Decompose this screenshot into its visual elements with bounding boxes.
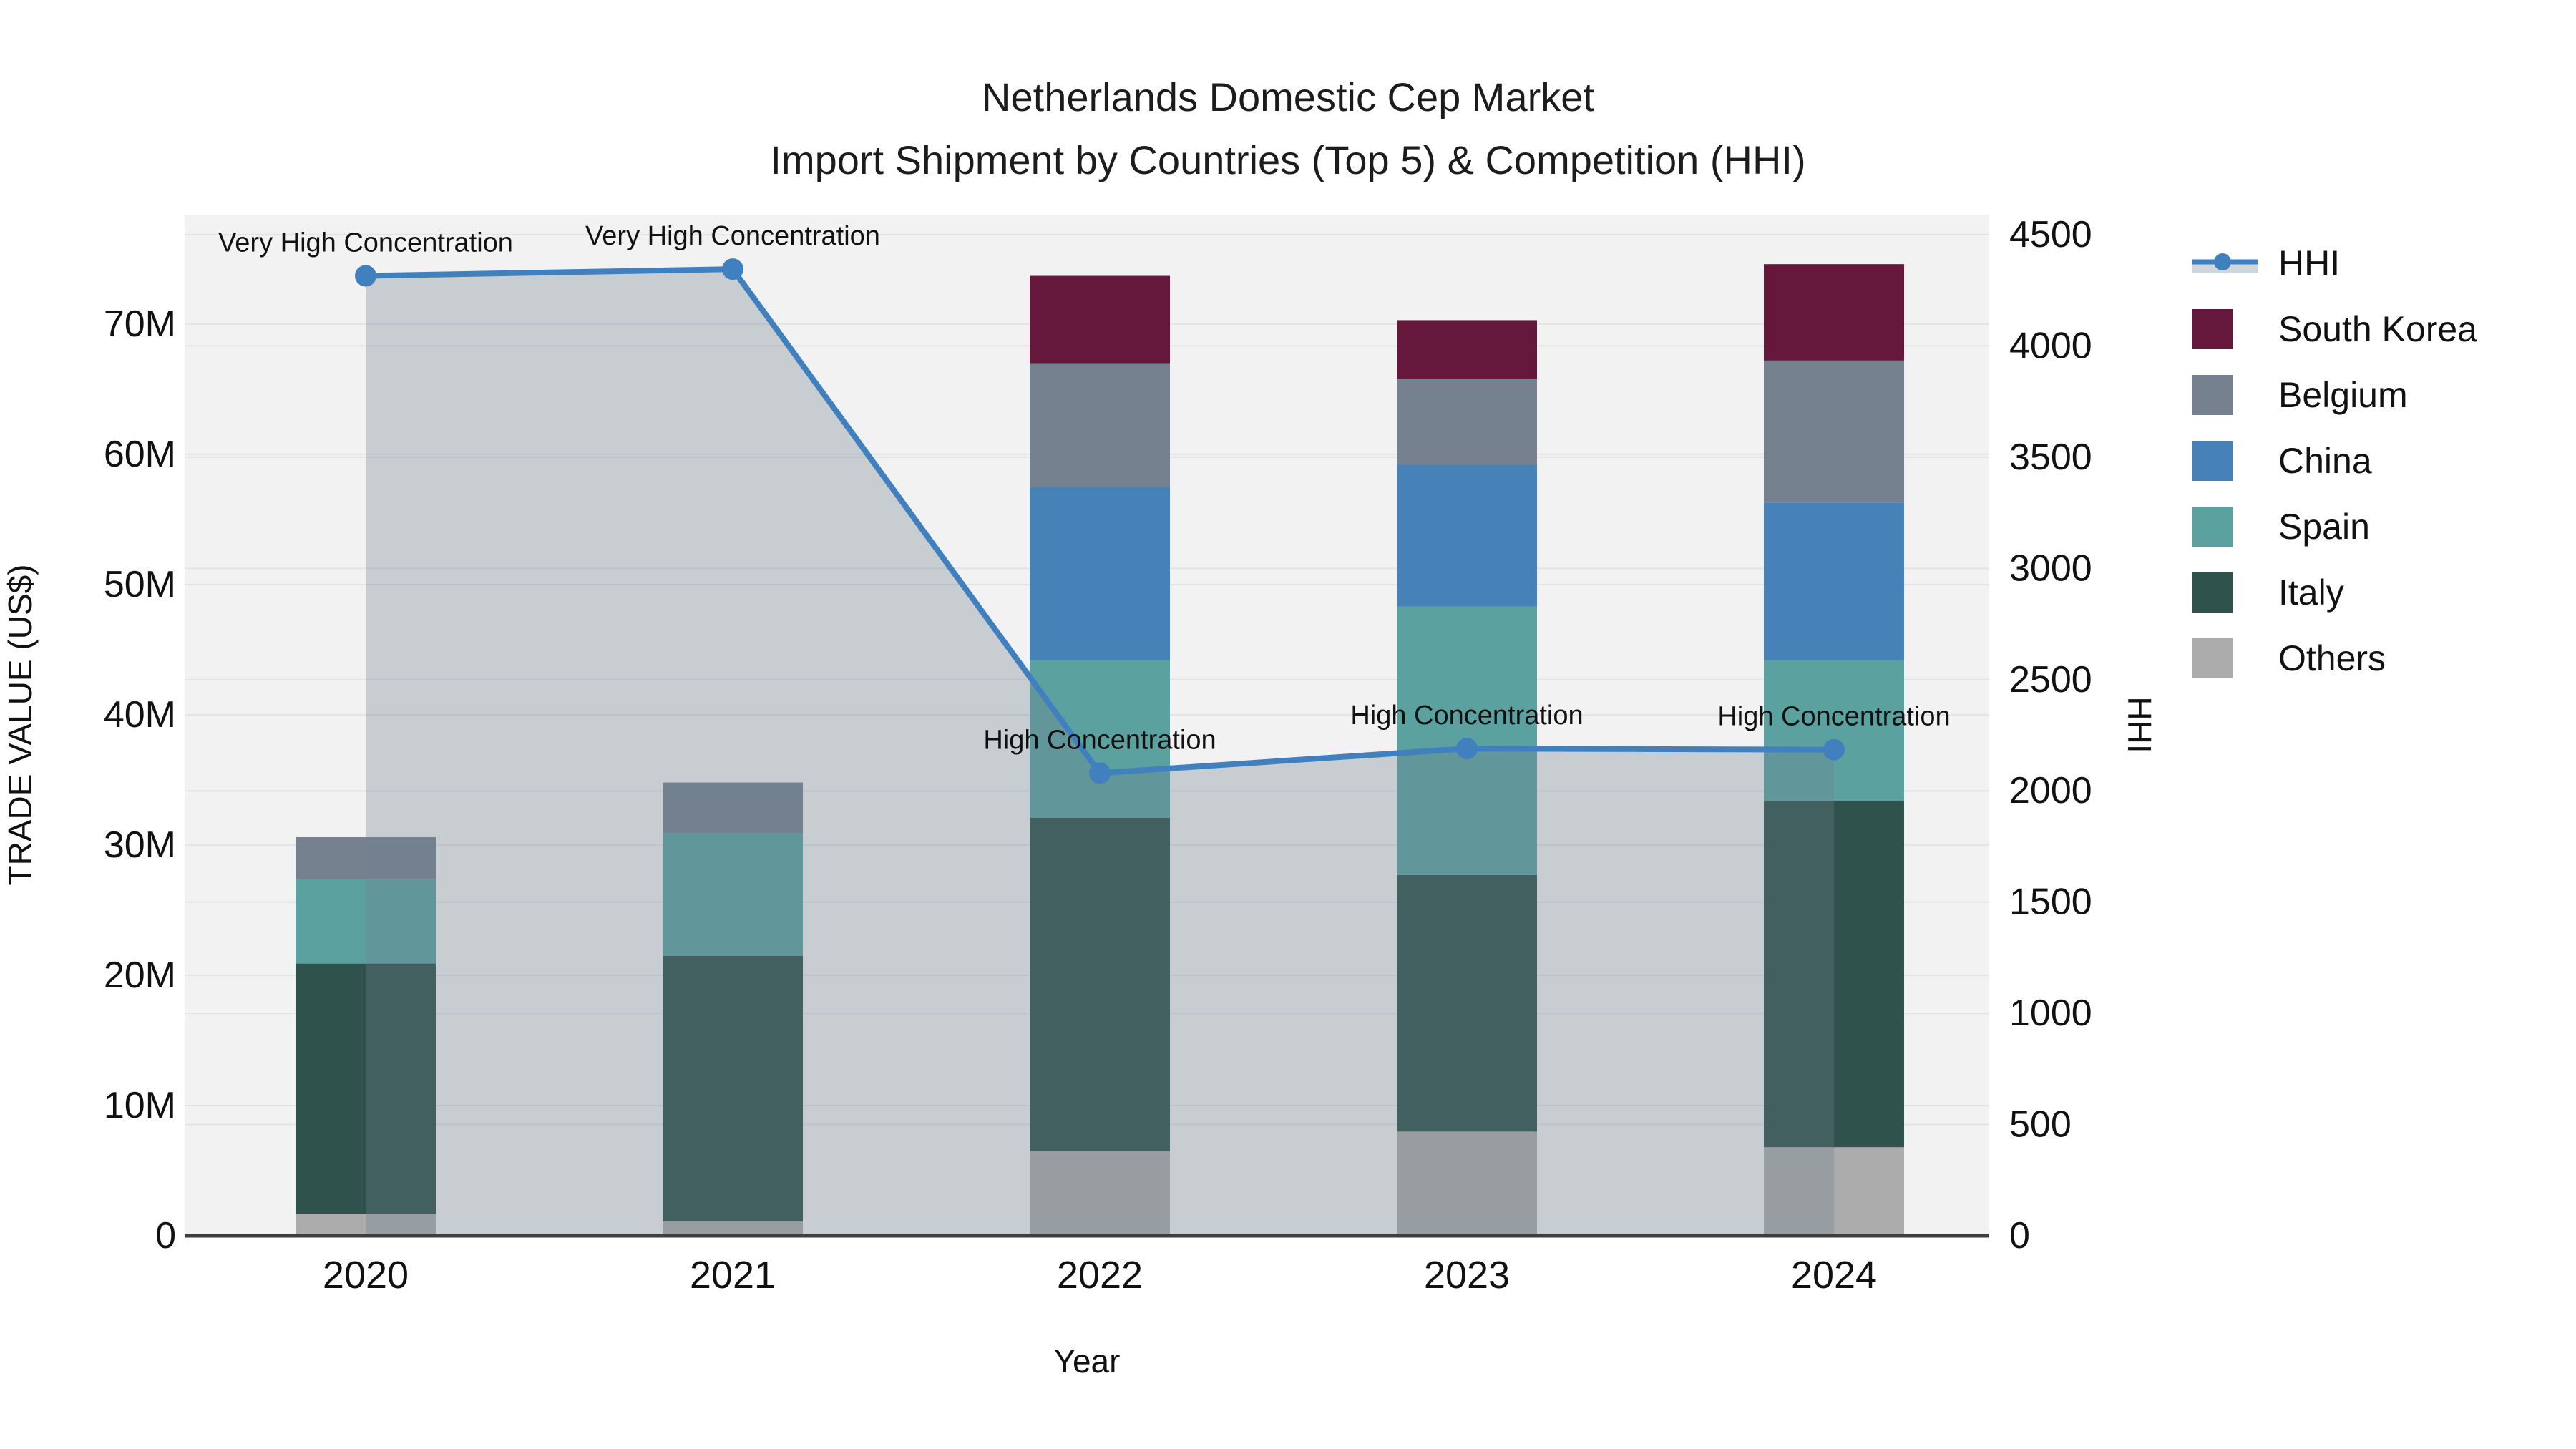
bar-segment-2022-south-korea[interactable] [1030, 275, 1170, 364]
legend-label: Belgium [2278, 375, 2408, 415]
bar-segment-2020-others[interactable] [296, 1214, 436, 1236]
legend-item-belgium[interactable]: Belgium [2192, 375, 2477, 415]
bar-segment-2024-south-korea[interactable] [1764, 264, 1904, 361]
annotation-2020: Very High Concentration [218, 228, 513, 258]
chart-title: Netherlands Domestic Cep Market Import S… [0, 66, 2576, 192]
chart-title-line2: Import Shipment by Countries (Top 5) & C… [770, 137, 1806, 182]
bar-segment-2024-others[interactable] [1764, 1147, 1904, 1236]
y-left-tick-10M: 10M [104, 1085, 176, 1126]
x-tick-2023: 2023 [1424, 1254, 1510, 1297]
y-left-tick-50M: 50M [104, 564, 176, 605]
bar-segment-2024-italy[interactable] [1764, 801, 1904, 1148]
legend-item-china[interactable]: China [2192, 441, 2477, 481]
y-left-tick-30M: 30M [104, 824, 176, 866]
annotation-2021: Very High Concentration [585, 221, 880, 251]
y-left-tick-60M: 60M [104, 434, 176, 475]
bar-segment-2021-belgium[interactable] [663, 782, 803, 834]
bar-segment-2022-china[interactable] [1030, 487, 1170, 660]
legend: HHI South Korea Belgium China Spain [2192, 243, 2477, 704]
y-left-tick-70M: 70M [104, 303, 176, 345]
y-right-tick-4000: 4000 [2009, 325, 2092, 366]
legend-label: South Korea [2278, 309, 2477, 349]
y-right-tick-1500: 1500 [2009, 882, 2092, 923]
china-swatch-icon [2192, 441, 2258, 481]
legend-label: HHI [2278, 243, 2341, 283]
bar-segment-2020-belgium[interactable] [296, 837, 436, 879]
bar-segment-2023-others[interactable] [1397, 1131, 1537, 1236]
y-right-tick-1000: 1000 [2009, 992, 2092, 1034]
y2-axis-title: HHI [2121, 696, 2158, 753]
bar-segment-2022-italy[interactable] [1030, 817, 1170, 1151]
y-left-tick-0: 0 [155, 1215, 176, 1257]
bar-segment-2022-others[interactable] [1030, 1151, 1170, 1236]
y-axis-title: TRADE VALUE (US$) [1, 564, 39, 885]
bar-segment-2020-spain[interactable] [296, 879, 436, 964]
bar-segment-2024-belgium[interactable] [1764, 360, 1904, 503]
hhi-marker-2020[interactable] [355, 265, 376, 287]
hhi-marker-2021[interactable] [722, 258, 743, 280]
bar-segment-2023-china[interactable] [1397, 464, 1537, 607]
legend-label: Spain [2278, 507, 2370, 547]
legend-item-others[interactable]: Others [2192, 638, 2477, 678]
legend-item-south-korea[interactable]: South Korea [2192, 309, 2477, 349]
chart-title-line1: Netherlands Domestic Cep Market [982, 74, 1594, 119]
y-left-tick-40M: 40M [104, 694, 176, 736]
bar-segment-2024-china[interactable] [1764, 502, 1904, 660]
bar-segment-2023-belgium[interactable] [1397, 379, 1537, 465]
y-right-tick-3500: 3500 [2009, 436, 2092, 478]
legend-label: Others [2278, 638, 2386, 678]
annotation-2024: High Concentration [1717, 702, 1950, 732]
hhi-area-fill [366, 269, 1834, 1236]
italy-swatch-icon [2192, 572, 2258, 613]
bar-segment-2020-italy[interactable] [296, 963, 436, 1214]
hhi-marker-2022[interactable] [1089, 762, 1111, 784]
annotation-2022: High Concentration [983, 725, 1216, 755]
south-korea-swatch-icon [2192, 309, 2258, 349]
bar-segment-2021-spain[interactable] [663, 833, 803, 956]
hhi-line-sample-icon [2192, 243, 2258, 283]
hhi-marker-2023[interactable] [1456, 738, 1478, 760]
x-axis-title: Year [1054, 1342, 1121, 1380]
bar-segment-2023-south-korea[interactable] [1397, 320, 1537, 379]
y-right-tick-2000: 2000 [2009, 770, 2092, 811]
x-tick-2020: 2020 [323, 1254, 409, 1297]
x-tick-2021: 2021 [690, 1254, 776, 1297]
bar-segment-2021-italy[interactable] [663, 955, 803, 1221]
y-right-tick-4500: 4500 [2009, 214, 2092, 255]
y-right-tick-2500: 2500 [2009, 659, 2092, 701]
legend-label: Italy [2278, 572, 2344, 613]
bar-segment-2024-spain[interactable] [1764, 660, 1904, 801]
bar-segment-2023-italy[interactable] [1397, 874, 1537, 1132]
y-right-tick-500: 500 [2009, 1104, 2072, 1146]
x-tick-2024: 2024 [1791, 1254, 1877, 1297]
bar-segment-2022-belgium[interactable] [1030, 363, 1170, 487]
others-swatch-icon [2192, 638, 2258, 678]
legend-label: China [2278, 441, 2372, 481]
y-right-tick-0: 0 [2009, 1215, 2030, 1257]
x-tick-2022: 2022 [1057, 1254, 1143, 1297]
bar-segment-2021-others[interactable] [663, 1221, 803, 1236]
legend-item-hhi[interactable]: HHI [2192, 243, 2477, 283]
bar-segment-2022-spain[interactable] [1030, 660, 1170, 818]
annotation-2023: High Concentration [1350, 701, 1583, 731]
hhi-marker-2024[interactable] [1823, 738, 1845, 761]
legend-item-italy[interactable]: Italy [2192, 572, 2477, 613]
y-right-tick-3000: 3000 [2009, 547, 2092, 589]
belgium-swatch-icon [2192, 375, 2258, 415]
spain-swatch-icon [2192, 507, 2258, 547]
legend-item-spain[interactable]: Spain [2192, 507, 2477, 547]
y-left-tick-20M: 20M [104, 955, 176, 996]
